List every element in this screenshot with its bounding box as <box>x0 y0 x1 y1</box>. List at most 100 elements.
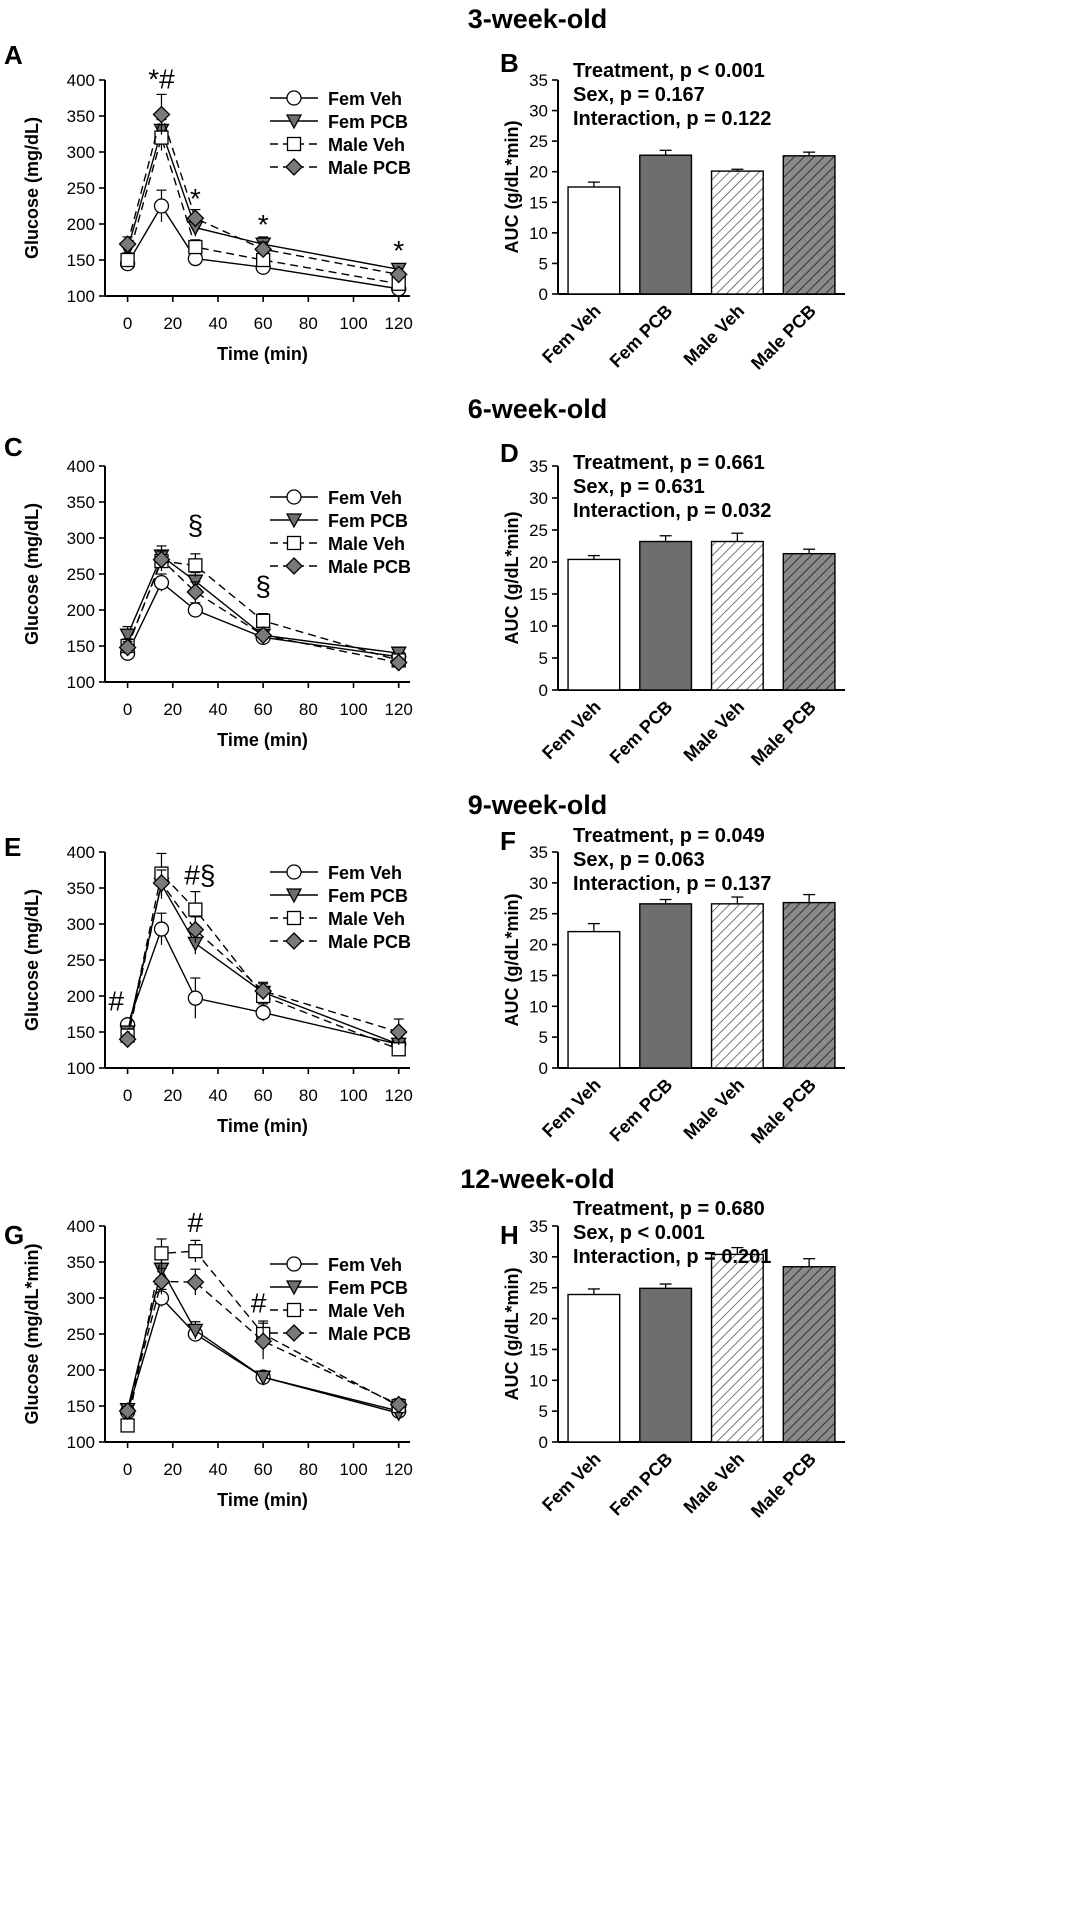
x-tick-label-g-60: 60 <box>254 1460 273 1479</box>
bar-b-male-veh <box>710 170 764 295</box>
panel-label-c: C <box>4 432 23 462</box>
y-tick-label-b-35: 35 <box>529 71 548 90</box>
x-tick-label-c-100: 100 <box>339 700 367 719</box>
point-c-male-pcb-30 <box>186 583 205 601</box>
y-tick-label-a-300: 300 <box>67 143 95 162</box>
legend-label-g-male-veh: Male Veh <box>328 1301 405 1321</box>
y-axis-title-a: Glucose (mg/dL) <box>22 117 42 259</box>
x-tick-label-a-120: 120 <box>385 314 413 333</box>
annotation-e-0: # <box>109 985 125 1016</box>
series-c-male-pcb <box>118 550 408 672</box>
legend-marker-e-fem-veh <box>286 864 302 880</box>
y-tick-label-b-10: 10 <box>529 224 548 243</box>
category-label-d-male-pcb: Male PCB <box>747 697 820 770</box>
y-tick-label-d-20: 20 <box>529 553 548 572</box>
series-a-male-veh <box>120 124 406 291</box>
y-tick-label-h-15: 15 <box>529 1340 548 1359</box>
x-tick-label-c-80: 80 <box>299 700 318 719</box>
panel-b: 0 5 10 15 20 25 30 35 AUC (g/dL*min) Fem Veh Fem P… <box>502 60 845 374</box>
legend-label-c-fem-veh: Fem Veh <box>328 488 402 508</box>
y-tick-label-c-100: 100 <box>67 673 95 692</box>
legend-item-g-male-veh: Male Veh <box>270 1301 405 1321</box>
legend-label-a-fem-pcb: Fem PCB <box>328 112 408 132</box>
legend-marker-e-male-veh <box>286 910 302 926</box>
legend-marker-c-male-pcb <box>285 557 303 575</box>
series-line-e-male-pcb <box>126 881 399 1040</box>
y-tick-label-d-0: 0 <box>539 681 548 700</box>
bar-f-fem-pcb <box>639 903 693 1069</box>
point-g-male-veh-15 <box>154 1246 169 1261</box>
y-tick-label-g-350: 350 <box>67 1253 95 1272</box>
row-title-6-week: 6-week-old <box>467 394 608 424</box>
point-g-male-pcb-30 <box>186 1273 205 1292</box>
y-tick-label-f-10: 10 <box>529 997 548 1016</box>
y-tick-label-g-300: 300 <box>67 1289 95 1308</box>
category-label-h-fem-pcb: Fem PCB <box>606 1449 677 1520</box>
point-g-male-pcb-120 <box>389 1395 408 1414</box>
point-g-male-veh-30 <box>188 1244 203 1259</box>
x-tick-label-e-20: 20 <box>163 1086 182 1105</box>
legend-marker-a-male-veh <box>286 136 302 152</box>
x-tick-label-e-0: 0 <box>123 1086 132 1105</box>
legend-item-c-male-pcb: Male PCB <box>270 557 411 577</box>
y-tick-label-g-200: 200 <box>67 1361 95 1380</box>
y-axis-title-f: AUC (g/dL*min) <box>502 894 522 1027</box>
y-tick-label-h-0: 0 <box>539 1433 548 1452</box>
legend-label-a-fem-veh: Fem Veh <box>328 89 402 109</box>
bar-f-male-veh <box>710 903 764 1069</box>
point-c-male-veh-30 <box>188 558 203 573</box>
bar-b-male-pcb <box>782 155 836 295</box>
y-tick-label-a-150: 150 <box>67 251 95 270</box>
stat-line-d-1: Sex, p = 0.631 <box>573 476 705 498</box>
y-tick-label-e-350: 350 <box>67 879 95 898</box>
y-tick-label-g-250: 250 <box>67 1325 95 1344</box>
point-c-male-pcb-15 <box>152 550 171 569</box>
legend-label-g-fem-pcb: Fem PCB <box>328 1278 408 1298</box>
x-tick-label-a-0: 0 <box>123 314 132 333</box>
annotation-g-0: # <box>188 1207 204 1238</box>
y-axis-title-d: AUC (g/dL*min) <box>502 512 522 645</box>
y-tick-label-f-0: 0 <box>539 1059 548 1078</box>
stat-line-h-0: Treatment, p = 0.680 <box>573 1198 765 1220</box>
category-label-d-male-veh: Male Veh <box>680 697 749 766</box>
x-axis-title-c: Time (min) <box>217 730 308 750</box>
stat-line-b-2: Interaction, p = 0.122 <box>573 108 771 130</box>
x-tick-label-a-20: 20 <box>163 314 182 333</box>
point-c-male-pcb-120 <box>389 653 408 672</box>
point-c-male-pcb-60 <box>254 626 273 645</box>
y-axis-title-b: AUC (g/dL*min) <box>502 121 522 254</box>
bar-b-fem-veh <box>567 186 621 295</box>
annotation-e-1: #§ <box>184 859 215 890</box>
category-label-f-fem-pcb: Fem PCB <box>606 1075 677 1146</box>
legend-marker-c-fem-veh <box>286 489 302 505</box>
legend-label-e-fem-veh: Fem Veh <box>328 863 402 883</box>
x-tick-label-e-120: 120 <box>385 1086 413 1105</box>
legend-item-g-fem-veh: Fem Veh <box>270 1255 402 1275</box>
stat-line-d-0: Treatment, p = 0.661 <box>573 452 765 474</box>
y-tick-label-g-150: 150 <box>67 1397 95 1416</box>
x-axis-title-g: Time (min) <box>217 1490 308 1510</box>
y-tick-label-h-35: 35 <box>529 1217 548 1236</box>
legend-marker-c-male-veh <box>286 535 302 551</box>
panel-label-d: D <box>500 438 519 468</box>
x-tick-label-c-40: 40 <box>209 700 228 719</box>
point-e-male-pcb-30 <box>186 920 205 939</box>
category-label-b-male-veh: Male Veh <box>680 301 749 370</box>
y-tick-label-c-300: 300 <box>67 529 95 548</box>
row-title-9-week: 9-week-old <box>467 790 608 820</box>
x-tick-label-g-40: 40 <box>209 1460 228 1479</box>
panel-e: 100 150 200 250 300 350 400 0 20 40 60 80 100 120 Time… <box>22 843 413 1136</box>
category-label-h-fem-veh: Fem Veh <box>538 1449 604 1515</box>
x-tick-label-e-60: 60 <box>254 1086 273 1105</box>
annotation-c-1: § <box>255 571 271 602</box>
point-g-male-pcb-0 <box>118 1402 137 1420</box>
legend-label-g-fem-veh: Fem Veh <box>328 1255 402 1275</box>
stat-line-f-0: Treatment, p = 0.049 <box>573 825 765 847</box>
point-g-fem-pcb-60 <box>255 1370 272 1386</box>
point-a-male-pcb-0 <box>118 235 137 254</box>
y-tick-label-h-20: 20 <box>529 1310 548 1329</box>
y-tick-label-b-15: 15 <box>529 193 548 212</box>
y-tick-label-d-30: 30 <box>529 489 548 508</box>
legend-marker-a-fem-veh <box>286 90 302 106</box>
